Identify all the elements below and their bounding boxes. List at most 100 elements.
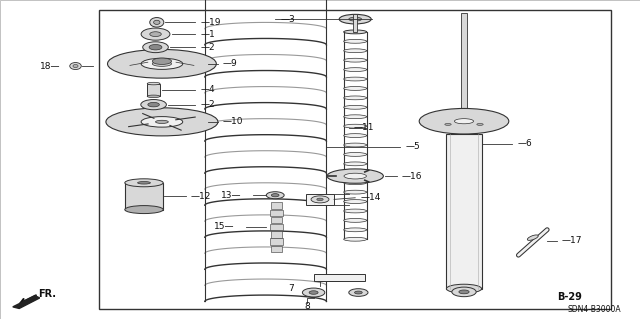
Ellipse shape xyxy=(454,119,474,124)
Text: —3: —3 xyxy=(280,15,295,24)
Ellipse shape xyxy=(349,289,368,296)
Ellipse shape xyxy=(477,123,483,125)
Bar xyxy=(270,238,283,245)
Ellipse shape xyxy=(141,100,166,110)
Ellipse shape xyxy=(344,209,367,213)
Text: 18—: 18— xyxy=(40,62,61,70)
Text: —14: —14 xyxy=(360,193,381,202)
Ellipse shape xyxy=(344,68,367,71)
Text: —19: —19 xyxy=(200,18,221,27)
Bar xyxy=(270,224,283,230)
Bar xyxy=(99,10,611,309)
Text: 15—: 15— xyxy=(214,222,235,231)
Text: —10: —10 xyxy=(223,117,243,126)
Ellipse shape xyxy=(459,290,469,294)
Ellipse shape xyxy=(447,284,482,293)
Ellipse shape xyxy=(311,196,329,203)
Ellipse shape xyxy=(344,173,367,179)
Ellipse shape xyxy=(344,171,367,175)
Ellipse shape xyxy=(344,77,367,81)
Bar xyxy=(271,246,282,252)
Ellipse shape xyxy=(156,120,168,123)
Ellipse shape xyxy=(344,124,367,128)
Ellipse shape xyxy=(527,235,538,241)
Ellipse shape xyxy=(344,115,367,119)
Ellipse shape xyxy=(266,192,284,199)
Ellipse shape xyxy=(344,219,367,222)
Ellipse shape xyxy=(344,143,367,147)
Text: 8: 8 xyxy=(305,302,310,311)
Ellipse shape xyxy=(344,162,367,166)
Ellipse shape xyxy=(147,95,160,98)
Text: —16: —16 xyxy=(402,172,422,181)
Ellipse shape xyxy=(327,169,383,183)
Bar xyxy=(147,84,160,96)
Ellipse shape xyxy=(148,102,159,107)
Text: B-29: B-29 xyxy=(557,292,582,302)
Ellipse shape xyxy=(344,152,367,156)
Ellipse shape xyxy=(108,49,216,78)
Ellipse shape xyxy=(150,32,161,36)
Ellipse shape xyxy=(152,58,172,64)
Ellipse shape xyxy=(150,18,164,27)
Bar xyxy=(270,210,283,216)
Ellipse shape xyxy=(344,134,367,137)
Ellipse shape xyxy=(344,190,367,194)
Ellipse shape xyxy=(355,291,362,294)
Ellipse shape xyxy=(445,123,451,125)
Ellipse shape xyxy=(70,63,81,70)
Text: —1: —1 xyxy=(200,30,215,39)
Ellipse shape xyxy=(149,44,162,50)
Ellipse shape xyxy=(143,42,168,53)
Ellipse shape xyxy=(344,237,367,241)
Ellipse shape xyxy=(344,105,367,109)
Ellipse shape xyxy=(344,96,367,100)
Ellipse shape xyxy=(125,206,163,214)
Text: —6: —6 xyxy=(517,139,532,148)
Ellipse shape xyxy=(344,181,367,185)
Text: 13—: 13— xyxy=(221,191,241,200)
Ellipse shape xyxy=(344,30,367,34)
Text: —11: —11 xyxy=(354,123,374,132)
Ellipse shape xyxy=(154,20,160,25)
Ellipse shape xyxy=(152,61,172,66)
Ellipse shape xyxy=(344,86,367,90)
Ellipse shape xyxy=(344,200,367,204)
Text: —9: —9 xyxy=(223,59,237,68)
Bar xyxy=(461,13,467,118)
Text: —2: —2 xyxy=(200,43,215,52)
Text: —12: —12 xyxy=(191,192,211,201)
Text: FR.: FR. xyxy=(38,289,56,299)
Ellipse shape xyxy=(141,28,170,40)
Ellipse shape xyxy=(141,58,183,70)
Ellipse shape xyxy=(271,194,279,197)
Bar xyxy=(353,14,358,32)
Bar xyxy=(314,274,365,281)
Ellipse shape xyxy=(344,40,367,43)
Ellipse shape xyxy=(125,179,163,187)
Text: SDN4-B3000A: SDN4-B3000A xyxy=(567,305,621,314)
Bar xyxy=(271,202,282,209)
Text: —4: —4 xyxy=(200,85,215,94)
Ellipse shape xyxy=(147,82,160,85)
Bar xyxy=(447,134,482,289)
Ellipse shape xyxy=(309,291,318,294)
Ellipse shape xyxy=(344,49,367,53)
Polygon shape xyxy=(13,296,40,308)
Ellipse shape xyxy=(317,198,323,201)
Ellipse shape xyxy=(419,108,509,134)
Ellipse shape xyxy=(73,64,78,68)
Ellipse shape xyxy=(141,117,183,127)
Bar xyxy=(306,194,334,205)
Text: —2: —2 xyxy=(200,100,215,109)
Bar xyxy=(271,231,282,238)
Bar xyxy=(271,217,282,223)
Ellipse shape xyxy=(339,14,371,24)
Ellipse shape xyxy=(138,182,150,184)
Bar xyxy=(125,183,163,210)
Ellipse shape xyxy=(303,288,325,297)
Text: —5: —5 xyxy=(405,142,420,151)
Ellipse shape xyxy=(344,58,367,62)
Text: —17: —17 xyxy=(562,236,582,245)
Ellipse shape xyxy=(349,17,362,21)
